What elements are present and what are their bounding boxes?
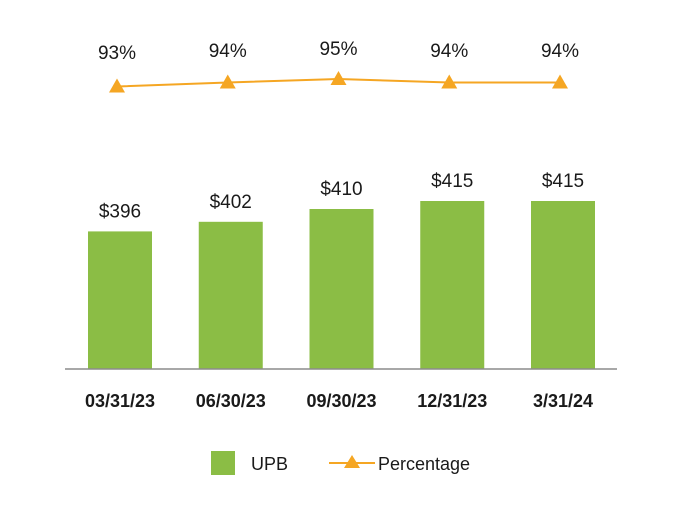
bar-value-labels: $396 $402 $410 $415 $415 <box>99 171 584 222</box>
percentage-marker-2 <box>219 74 236 89</box>
percentage-value-label-4: 94% <box>430 41 468 62</box>
percentage-marker-4 <box>441 74 458 89</box>
bar-upb-2 <box>198 221 263 369</box>
x-tick-label-4: 12/31/23 <box>417 391 487 411</box>
legend-percentage-marker <box>344 455 360 468</box>
bar-value-label-3: $410 <box>320 179 362 200</box>
legend-percentage-label: Percentage <box>378 454 470 474</box>
bar-value-label-2: $402 <box>210 192 252 213</box>
bar-series-upb <box>88 201 595 369</box>
percentage-value-label-2: 94% <box>209 41 247 62</box>
percentage-value-label-1: 93% <box>98 43 136 64</box>
bar-upb-3 <box>309 209 374 369</box>
legend-upb-label: UPB <box>251 454 288 474</box>
bar-upb-5 <box>531 201 595 369</box>
x-tick-label-5: 3/31/24 <box>533 391 593 411</box>
bar-value-label-5: $415 <box>542 171 584 192</box>
x-tick-label-3: 09/30/23 <box>306 391 376 411</box>
bar-upb-1 <box>88 231 152 369</box>
x-tick-label-2: 06/30/23 <box>196 391 266 411</box>
percentage-markers <box>109 71 568 93</box>
bar-value-label-4: $415 <box>431 171 473 192</box>
percentage-value-label-5: 94% <box>541 41 579 62</box>
percentage-marker-1 <box>109 78 125 93</box>
bar-upb-4 <box>420 201 485 369</box>
percentage-value-label-3: 95% <box>319 39 357 60</box>
percentage-marker-3 <box>330 71 347 85</box>
x-tick-labels: 03/31/23 06/30/23 09/30/23 12/31/23 3/31/24 <box>85 391 593 411</box>
percentage-value-labels: 93% 94% 95% 94% 94% <box>98 39 579 64</box>
x-tick-label-1: 03/31/23 <box>85 391 155 411</box>
legend: UPB Percentage <box>211 451 470 475</box>
legend-upb-swatch <box>211 451 235 475</box>
bar-value-label-1: $396 <box>99 201 141 222</box>
percentage-marker-5 <box>552 74 568 89</box>
